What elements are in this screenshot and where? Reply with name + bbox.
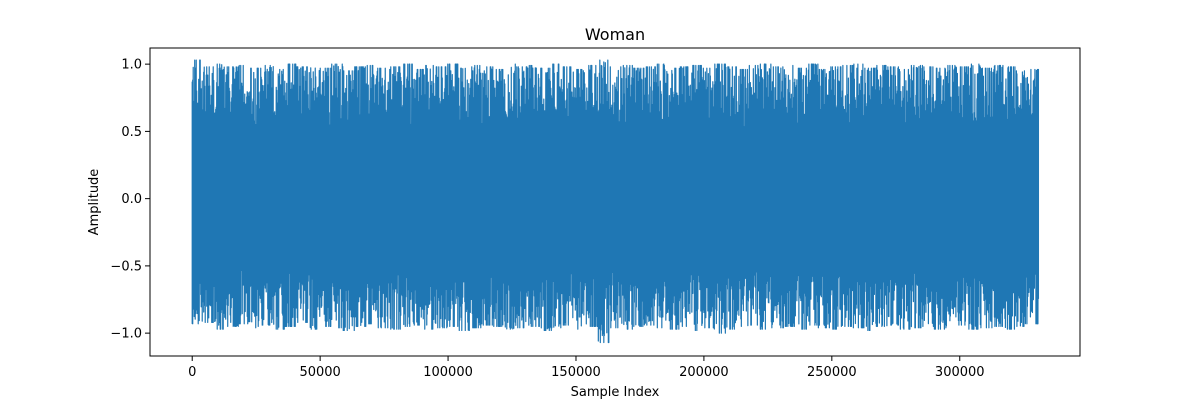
- y-tick-label: 1.0: [121, 58, 142, 73]
- y-tick-label: −0.5: [110, 259, 142, 274]
- waveform-line: [191, 59, 1040, 344]
- x-tick-label: 100000: [423, 365, 473, 380]
- plot-frame: [149, 47, 1081, 357]
- x-tick-label: 50000: [299, 365, 340, 380]
- y-axis: −1.0 −0.5 0.0 0.5 1.0: [110, 58, 150, 342]
- x-tick-label: 200000: [679, 365, 729, 380]
- chart-title: Woman: [585, 25, 645, 44]
- x-tick-label: 150000: [551, 365, 601, 380]
- y-tick-label: −1.0: [110, 327, 142, 342]
- y-tick-label: 0.5: [121, 125, 142, 140]
- y-axis-label: Amplitude: [87, 169, 102, 236]
- x-axis-label: Sample Index: [571, 385, 660, 400]
- x-axis: 0 50000 100000 150000 200000 250000 300000: [188, 356, 985, 380]
- x-tick-label: 300000: [935, 365, 985, 380]
- plot-area: [191, 59, 1040, 344]
- x-tick-label: 0: [188, 365, 196, 380]
- x-tick-label: 250000: [807, 365, 857, 380]
- y-tick-label: 0.0: [121, 192, 142, 207]
